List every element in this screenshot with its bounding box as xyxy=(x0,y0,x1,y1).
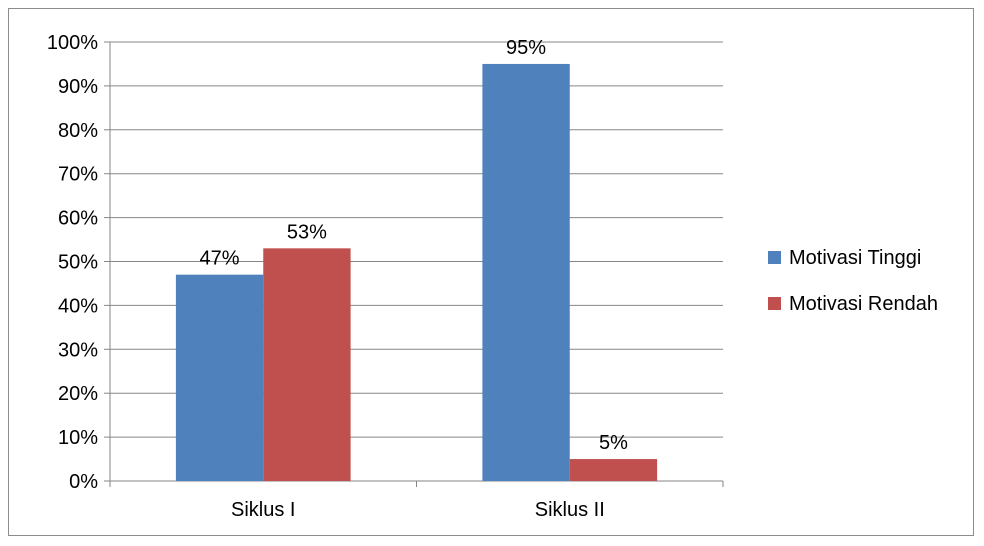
data-label: 5% xyxy=(599,432,628,454)
y-tick-label: 90% xyxy=(58,76,98,98)
x-tick-label: Siklus I xyxy=(231,499,295,521)
bar xyxy=(569,459,658,481)
legend-swatch xyxy=(768,251,781,264)
y-axis: 0% 10% 20% 30% 40% 50% 60% 70% 80% 90% 100% xyxy=(47,32,111,493)
x-axis: Siklus I Siklus II xyxy=(109,480,724,521)
y-tick-label: 20% xyxy=(58,383,98,405)
y-tick-label: 100% xyxy=(47,32,98,54)
bar xyxy=(263,248,351,481)
legend-label: Motivasi Tinggi xyxy=(789,247,921,269)
data-label: 95% xyxy=(506,37,546,59)
data-labels: 47% 53% 95% 5% xyxy=(200,37,629,454)
data-label: 53% xyxy=(287,221,327,243)
y-tick-label: 10% xyxy=(58,427,98,449)
bars xyxy=(175,63,658,481)
y-tick-label: 60% xyxy=(58,208,98,230)
bar xyxy=(175,274,264,481)
y-tick-label: 70% xyxy=(58,164,98,186)
y-tick-label: 30% xyxy=(58,339,98,361)
legend-label: Motivasi Rendah xyxy=(789,293,938,315)
x-tick-label: Siklus II xyxy=(535,499,605,521)
data-label: 47% xyxy=(200,248,240,270)
bar xyxy=(482,63,570,481)
y-tick-label: 40% xyxy=(58,295,98,317)
legend-swatch xyxy=(768,297,781,310)
legend: Motivasi Tinggi Motivasi Rendah xyxy=(768,247,938,315)
y-tick-label: 80% xyxy=(58,120,98,142)
y-tick-label: 0% xyxy=(69,471,98,493)
y-tick-label: 50% xyxy=(58,252,98,274)
